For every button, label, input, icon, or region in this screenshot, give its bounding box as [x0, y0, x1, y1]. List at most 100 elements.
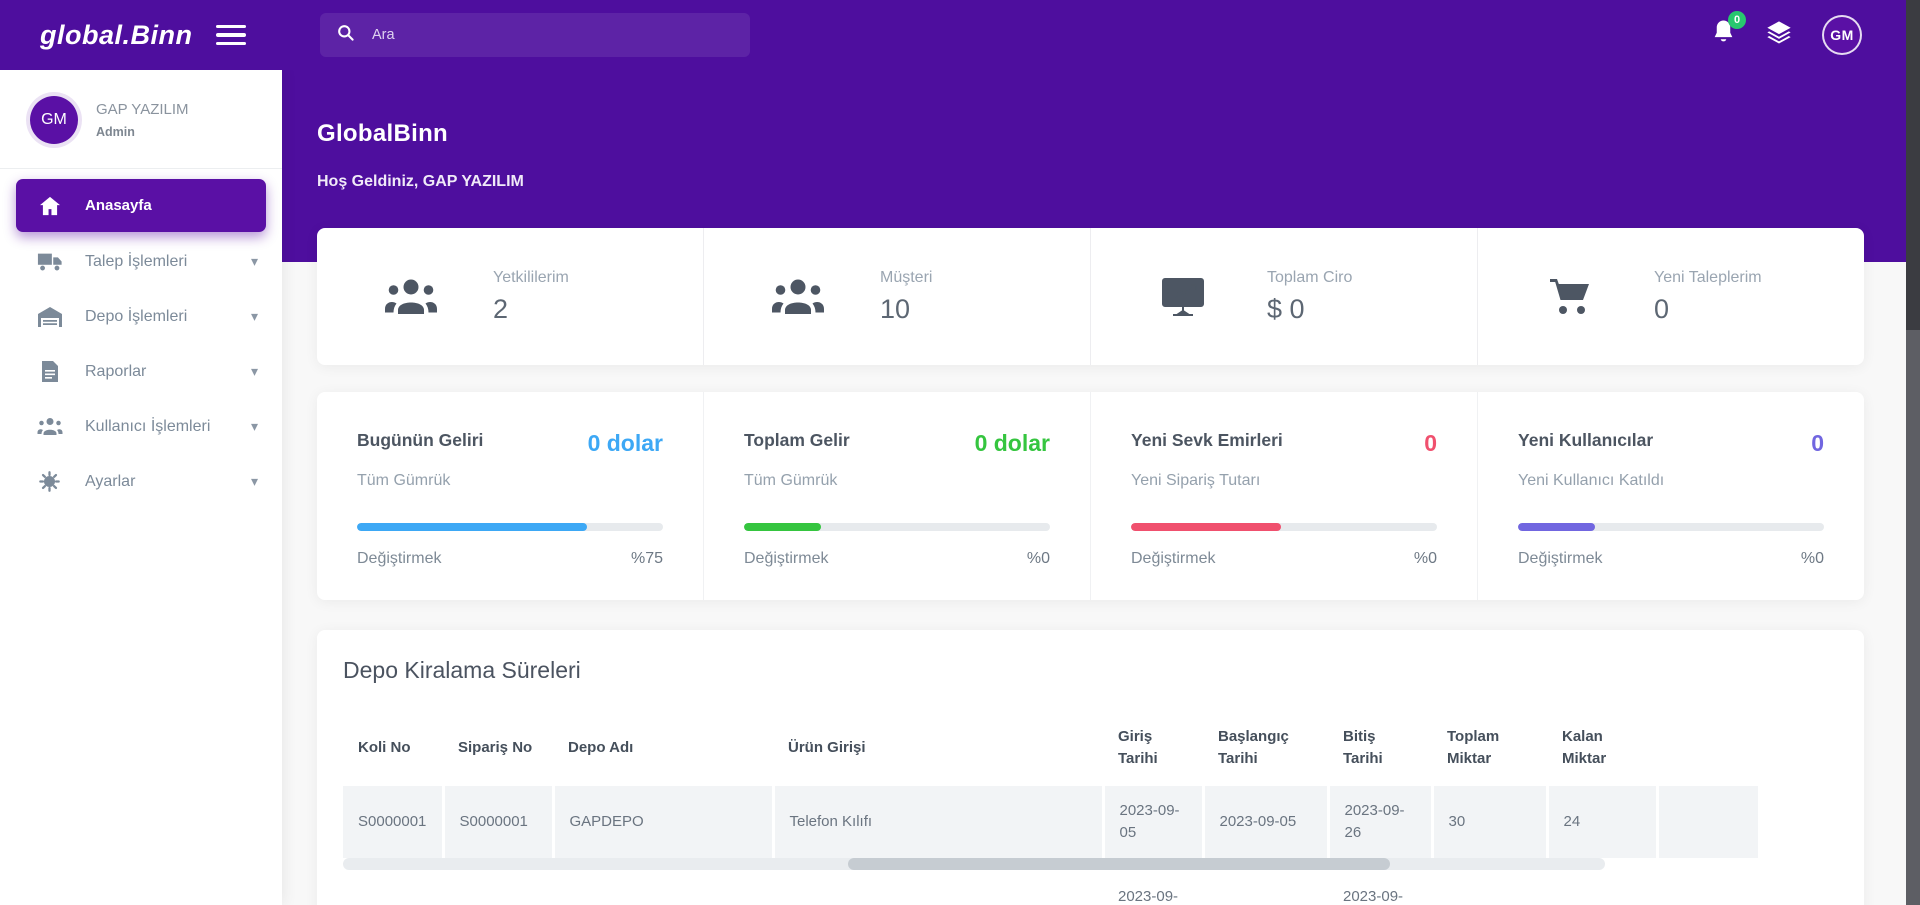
stat-toplam-ciro: Toplam Ciro $ 0 [1091, 228, 1478, 365]
search-box[interactable] [320, 13, 750, 57]
metric-value: 0 dolar [974, 430, 1050, 456]
search-icon [336, 23, 355, 47]
notifications-button[interactable]: 0 [1711, 11, 1746, 51]
column-header: Depo Adı [568, 739, 634, 756]
depo-kiralama-table: Koli No Sipariş No Depo Adı Ürün Girişi … [343, 710, 1758, 858]
home-icon [36, 196, 63, 216]
sidebar: GM GAP YAZILIM Admin Anasayfa Talep İşle… [0, 70, 282, 905]
chevron-down-icon: ▾ [250, 253, 258, 269]
sidebar-item-depo-islemleri[interactable]: Depo İşlemleri ▾ [0, 289, 282, 344]
sidebar-item-anasayfa[interactable]: Anasayfa [16, 179, 266, 232]
table-row[interactable]: 2023-09- 2023-09- [343, 872, 1758, 905]
sidebar-item-label: Depo İşlemleri [85, 307, 188, 325]
column-header: Kalan Miktar [1562, 728, 1607, 767]
table-cell-empty [1655, 786, 1758, 858]
monitor-chart-icon [1159, 276, 1211, 318]
depo-kiralama-table-card: Depo Kiralama Süreleri Koli No Sipariş N… [317, 630, 1864, 905]
top-bar: global.Binn 0 [0, 0, 1920, 70]
table-cell [773, 872, 1103, 905]
table-cell: 2023-09-05 [1101, 786, 1203, 858]
table-cell: 2023-09-26 [1326, 786, 1432, 858]
table-row[interactable]: S0000001 S0000001 GAPDEPO Telefon Kılıfı… [343, 786, 1758, 858]
stat-label: Yetkililerim [493, 268, 569, 286]
table-cell [343, 872, 443, 905]
stat-value: 0 [1654, 293, 1670, 324]
divider [0, 168, 282, 169]
user-name: GAP YAZILIM [96, 101, 189, 118]
table-cell: 24 [1545, 786, 1657, 858]
table-cell: 2023-09-05 [1201, 786, 1328, 858]
table-cell [443, 872, 553, 905]
scrollbar-thumb[interactable] [847, 858, 1391, 870]
layers-button[interactable] [1764, 19, 1794, 52]
bell-icon [1711, 20, 1736, 50]
page-title: GlobalBinn [317, 120, 448, 147]
table-cell [1547, 872, 1657, 905]
topbar-actions: 0 GM [1711, 11, 1920, 55]
sidebar-user-block: GM GAP YAZILIM Admin [0, 70, 282, 164]
progress-bar [357, 523, 663, 531]
change-label: Değiştirmek [1518, 550, 1603, 567]
stat-value: 2 [493, 293, 509, 324]
change-value: %0 [1800, 550, 1824, 567]
metric-bugunun-geliri: Bugünün Geliri 0 dolar Tüm Gümrük Değişt… [317, 392, 704, 600]
table-cell: 2023-09- [1118, 888, 1179, 905]
search-input[interactable] [370, 26, 734, 44]
hamburger-menu-icon[interactable] [216, 20, 246, 51]
change-label: Değiştirmek [357, 550, 442, 567]
metric-value: 0 dolar [587, 430, 663, 456]
page-vertical-scrollbar[interactable] [1906, 0, 1920, 905]
change-value: %0 [1026, 550, 1050, 567]
progress-bar [744, 523, 1050, 531]
column-header: Ürün Girişi [788, 739, 866, 756]
table-cell: Telefon Kılıfı [771, 786, 1103, 858]
sidebar-item-kullanici-islemleri[interactable]: Kullanıcı İşlemleri ▾ [0, 399, 282, 454]
warehouse-icon [36, 306, 63, 327]
metric-yeni-sevk-emirleri: Yeni Sevk Emirleri 0 Yeni Sipariş Tutarı… [1091, 392, 1478, 600]
sidebar-item-ayarlar[interactable]: Ayarlar ▾ [0, 454, 282, 509]
metric-subtitle: Yeni Kullanıcı Katıldı [1518, 472, 1665, 489]
table-horizontal-scrollbar[interactable] [343, 858, 1605, 870]
change-value: %75 [630, 550, 663, 567]
change-label: Değiştirmek [1131, 550, 1216, 567]
brand-zone: global.Binn [0, 20, 282, 51]
sidebar-item-talep-islemleri[interactable]: Talep İşlemleri ▾ [0, 234, 282, 289]
metric-title: Toplam Gelir [744, 430, 850, 450]
sidebar-item-label: Raporlar [85, 362, 147, 380]
stat-yetkililerim: Yetkililerim 2 [317, 228, 704, 365]
table-cell: GAPDEPO [551, 786, 773, 858]
chevron-down-icon: ▾ [250, 473, 258, 489]
sidebar-item-label: Talep İşlemleri [85, 252, 188, 270]
users-icon [36, 417, 63, 436]
scrollbar-thumb[interactable] [1906, 0, 1920, 330]
metric-subtitle: Tüm Gümrük [744, 472, 838, 489]
app-logo: global.Binn [40, 19, 193, 50]
column-header: Giriş Tarihi [1118, 728, 1158, 767]
sidebar-item-raporlar[interactable]: Raporlar ▾ [0, 344, 282, 399]
depo-kiralama-table-continued: 2023-09- 2023-09- [343, 872, 1758, 905]
main-content: GlobalBinn Hoş Geldiniz, GAP YAZILIM Yet… [282, 70, 1920, 905]
table-cell: S0000001 [441, 786, 553, 858]
table-header-row: Koli No Sipariş No Depo Adı Ürün Girişi … [343, 710, 1758, 786]
metric-value: 0 [1811, 430, 1824, 456]
chevron-down-icon: ▾ [250, 308, 258, 324]
user-role: Admin [96, 125, 135, 139]
column-header: Koli No [358, 739, 411, 756]
stat-label: Müşteri [880, 268, 933, 286]
stat-label: Yeni Taleplerim [1654, 268, 1762, 286]
stat-value: 10 [880, 293, 911, 324]
user-avatar-button[interactable]: GM [1822, 15, 1862, 55]
change-label: Değiştirmek [744, 550, 829, 567]
metric-value: 0 [1424, 430, 1437, 456]
change-value: %0 [1413, 550, 1437, 567]
sidebar-item-label: Kullanıcı İşlemleri [85, 417, 211, 435]
welcome-text: Hoş Geldiniz, GAP YAZILIM [317, 173, 524, 190]
table-title: Depo Kiralama Süreleri [343, 657, 581, 683]
users-group-icon [772, 277, 824, 317]
sidebar-item-label: Ayarlar [85, 472, 136, 490]
column-header: Bitiş Tarihi [1343, 728, 1383, 767]
progress-bar [1518, 523, 1824, 531]
column-header: Toplam Miktar [1447, 728, 1500, 767]
stat-musteri: Müşteri 10 [704, 228, 1091, 365]
metric-title: Bugünün Geliri [357, 430, 484, 450]
